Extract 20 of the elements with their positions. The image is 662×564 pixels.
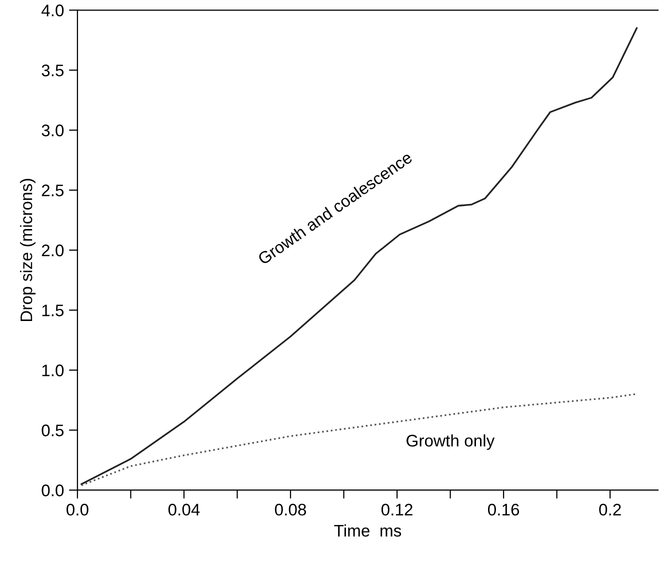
line-series bbox=[80, 27, 638, 485]
y-tick-label: 4.0 bbox=[41, 4, 64, 16]
y-tick-label: 1.0 bbox=[42, 364, 64, 376]
x-tick-label: 0.12 bbox=[381, 504, 412, 516]
x-tick-label: 0.08 bbox=[274, 504, 306, 516]
line-series bbox=[80, 393, 636, 486]
y-tick-label: 0.0 bbox=[42, 484, 64, 496]
x-tick-label: 0.16 bbox=[488, 504, 520, 516]
y-axis-title: Drop size (microns) bbox=[20, 178, 36, 321]
y-tick-label: 0.5 bbox=[42, 424, 64, 436]
x-tick-label: 0.04 bbox=[168, 504, 200, 516]
y-tick-label: 3.5 bbox=[42, 64, 64, 76]
x-tick-label: 0.0 bbox=[66, 504, 88, 516]
y-tick-label: 3.0 bbox=[42, 124, 64, 136]
annotation: Growth only bbox=[406, 434, 495, 450]
x-tick-label: 0.2 bbox=[599, 504, 621, 516]
y-tick-label: 2.0 bbox=[42, 244, 64, 256]
y-tick-label: 2.5 bbox=[42, 184, 64, 196]
y-tick-label: 1.5 bbox=[42, 304, 64, 316]
x-axis-title: Time ms bbox=[334, 524, 402, 537]
